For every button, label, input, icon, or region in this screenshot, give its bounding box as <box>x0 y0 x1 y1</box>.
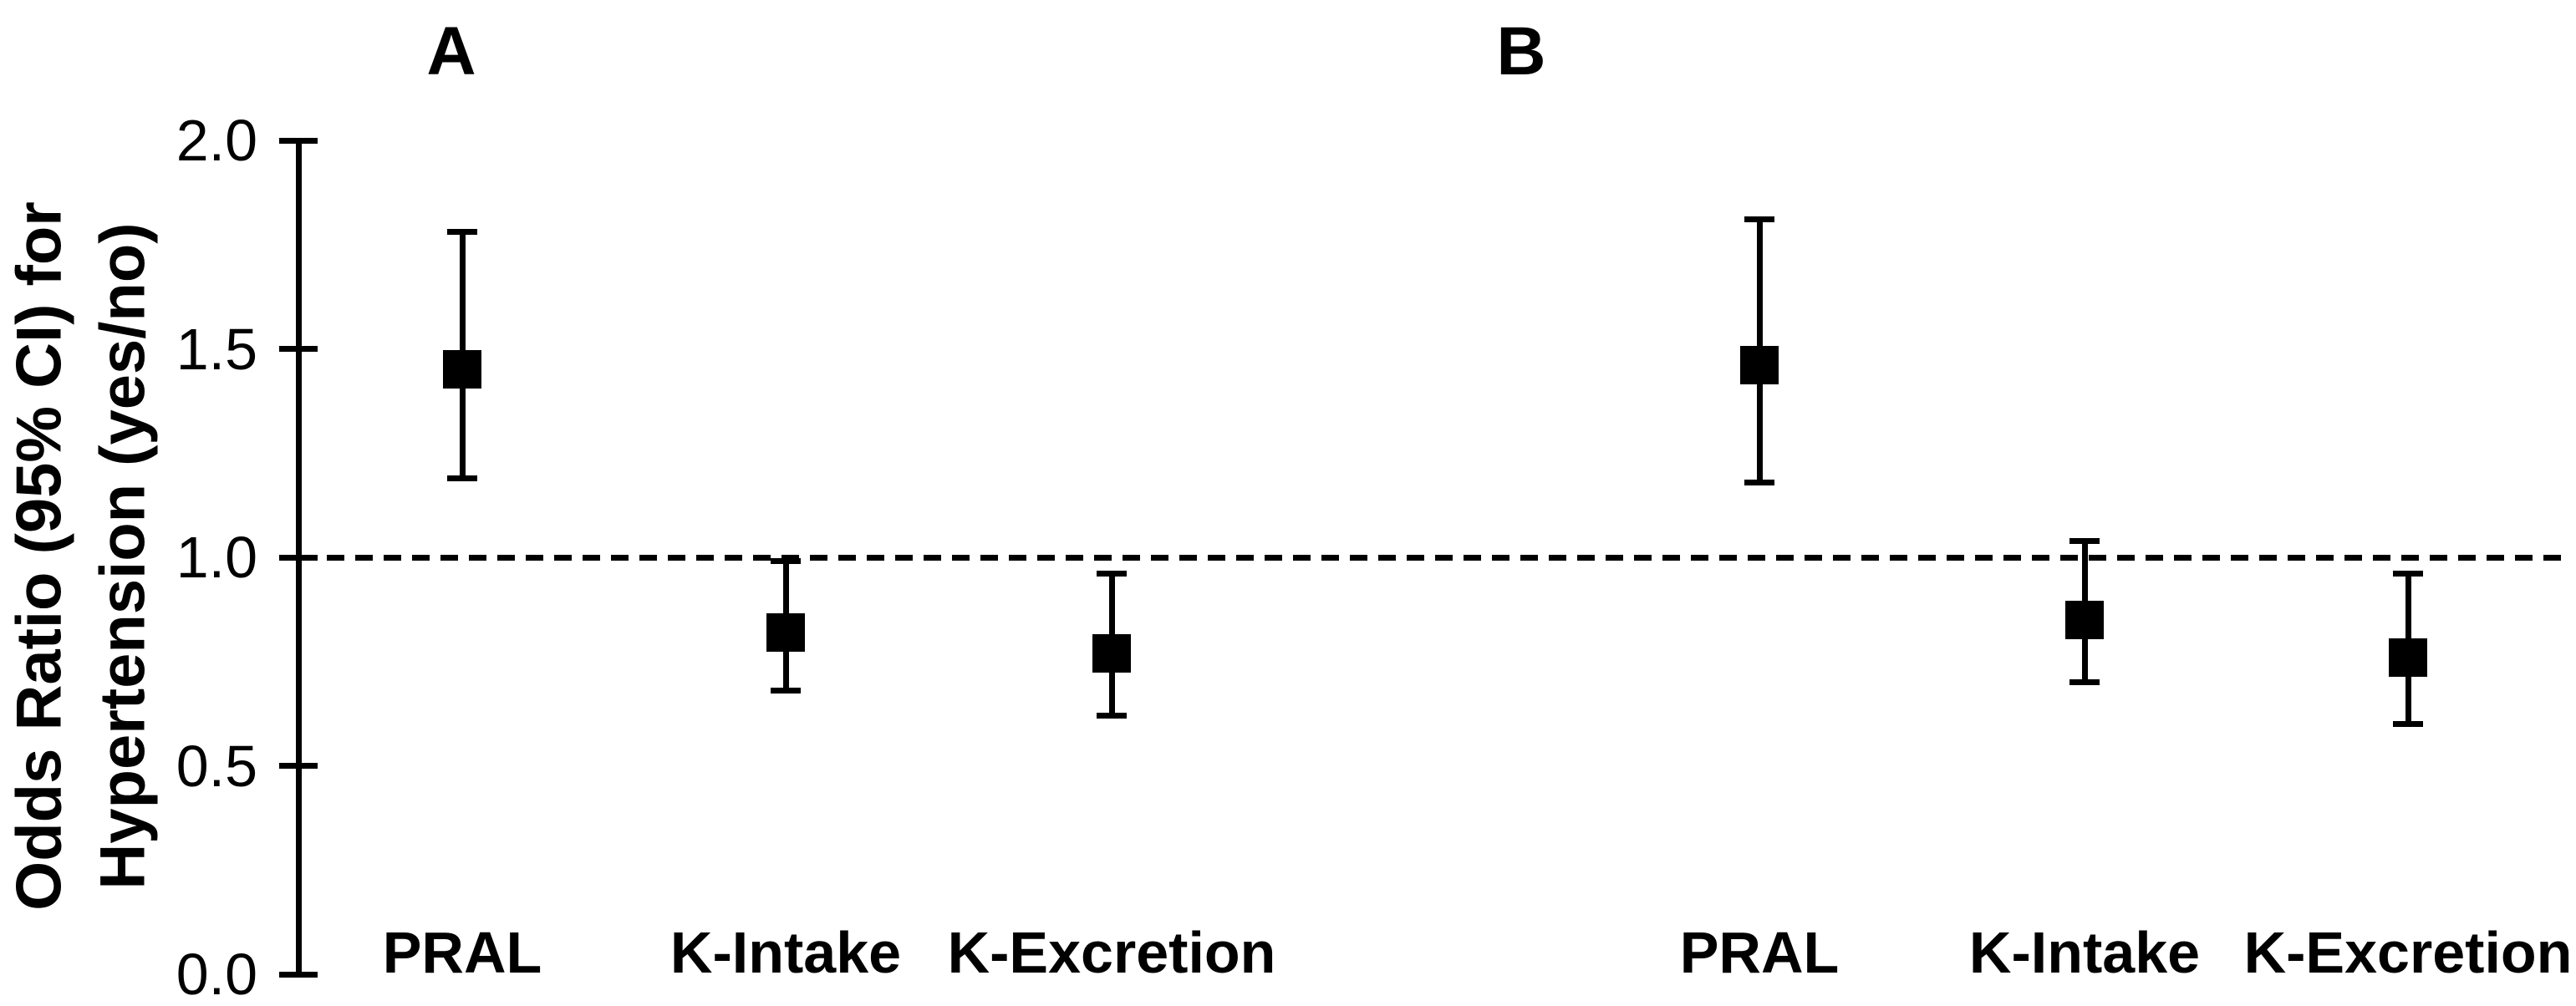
y-tick-label-1.5: 1.5 <box>176 316 257 382</box>
y-tick-2.0 <box>279 137 318 144</box>
or-marker-a-k-excretion <box>1092 633 1131 673</box>
or-marker-a-k-intake <box>766 612 805 652</box>
panel-a-label: A <box>426 13 476 89</box>
y-axis-title-line-1: Odds Ratio (95% CI) for <box>3 201 75 911</box>
y-tick-label-0.0: 0.0 <box>176 942 257 1006</box>
ci-upper-cap-a-k-excretion <box>1097 571 1127 577</box>
y-tick-0.0 <box>279 971 318 978</box>
category-label-b-k-excretion: K-Excretion <box>2243 920 2573 985</box>
ci-lower-cap-a-k-excretion <box>1097 713 1127 719</box>
ci-lower-cap-b-k-excretion <box>2393 721 2423 728</box>
category-label-b-pral: PRAL <box>1679 920 1840 985</box>
or-marker-b-k-excretion <box>2389 638 2427 677</box>
ci-upper-cap-b-k-excretion <box>2393 571 2423 577</box>
or-marker-b-k-intake <box>2065 600 2104 639</box>
y-tick-label-0.5: 0.5 <box>176 733 257 799</box>
category-label-a-k-excretion: K-Excretion <box>947 920 1276 985</box>
category-label-a-pral: PRAL <box>382 920 542 985</box>
ci-upper-cap-b-pral <box>1744 216 1774 223</box>
y-tick-0.5 <box>279 763 318 769</box>
category-label-a-k-intake: K-Intake <box>669 920 902 985</box>
or-marker-a-pral <box>443 350 481 389</box>
ci-upper-cap-a-k-intake <box>771 558 801 565</box>
y-tick-label-2.0: 2.0 <box>176 108 257 173</box>
ci-upper-cap-a-pral <box>447 229 477 236</box>
ci-lower-cap-b-pral <box>1744 479 1774 485</box>
ci-lower-cap-a-pral <box>447 475 477 481</box>
ci-lower-cap-b-k-intake <box>2069 679 2100 686</box>
reference-line-or-1 <box>298 554 2563 561</box>
or-marker-b-pral <box>1740 346 1779 385</box>
y-tick-label-1.0: 1.0 <box>176 525 257 590</box>
ci-upper-cap-b-k-intake <box>2069 537 2100 544</box>
category-label-b-k-intake: K-Intake <box>1968 920 2201 985</box>
panel-b-label: B <box>1496 13 1546 89</box>
ci-lower-cap-a-k-intake <box>771 688 801 694</box>
y-tick-1.5 <box>279 346 318 352</box>
